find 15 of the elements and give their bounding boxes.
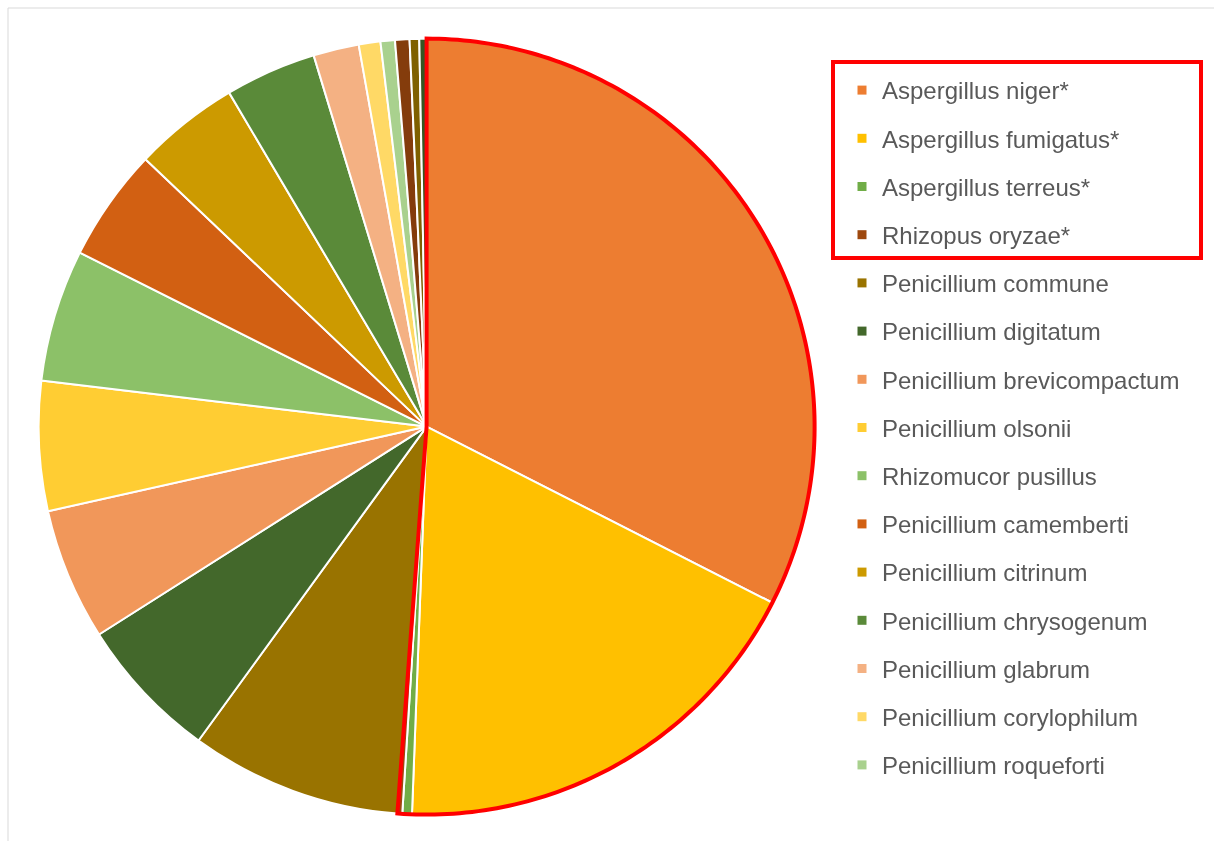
legend-label: Aspergillus fumigatus* xyxy=(882,125,1120,153)
legend-label: Penicillium camemberti xyxy=(882,511,1129,539)
legend-label: Aspergillus terreus* xyxy=(882,173,1091,201)
legend-label: Rhizopus oryzae* xyxy=(882,222,1071,250)
legend-label: Penicillium roqueforti xyxy=(882,752,1105,780)
legend-label: Penicillium olsonii xyxy=(882,414,1072,442)
legend-label: Penicillium commune xyxy=(882,270,1109,298)
legend-label: Penicillium corylophilum xyxy=(882,704,1139,732)
legend-label: Penicillium citrinum xyxy=(882,559,1088,587)
legend-label: Penicillium brevicompactum xyxy=(882,366,1180,394)
legend-label: Penicillium glabrum xyxy=(882,655,1091,683)
legend-label: Penicillium chrysogenum xyxy=(882,607,1148,635)
legend-label: Aspergillus niger* xyxy=(882,77,1069,105)
legend-label: Penicillium digitatum xyxy=(882,318,1101,346)
legend-label: Rhizomucor pusillus xyxy=(882,463,1097,491)
